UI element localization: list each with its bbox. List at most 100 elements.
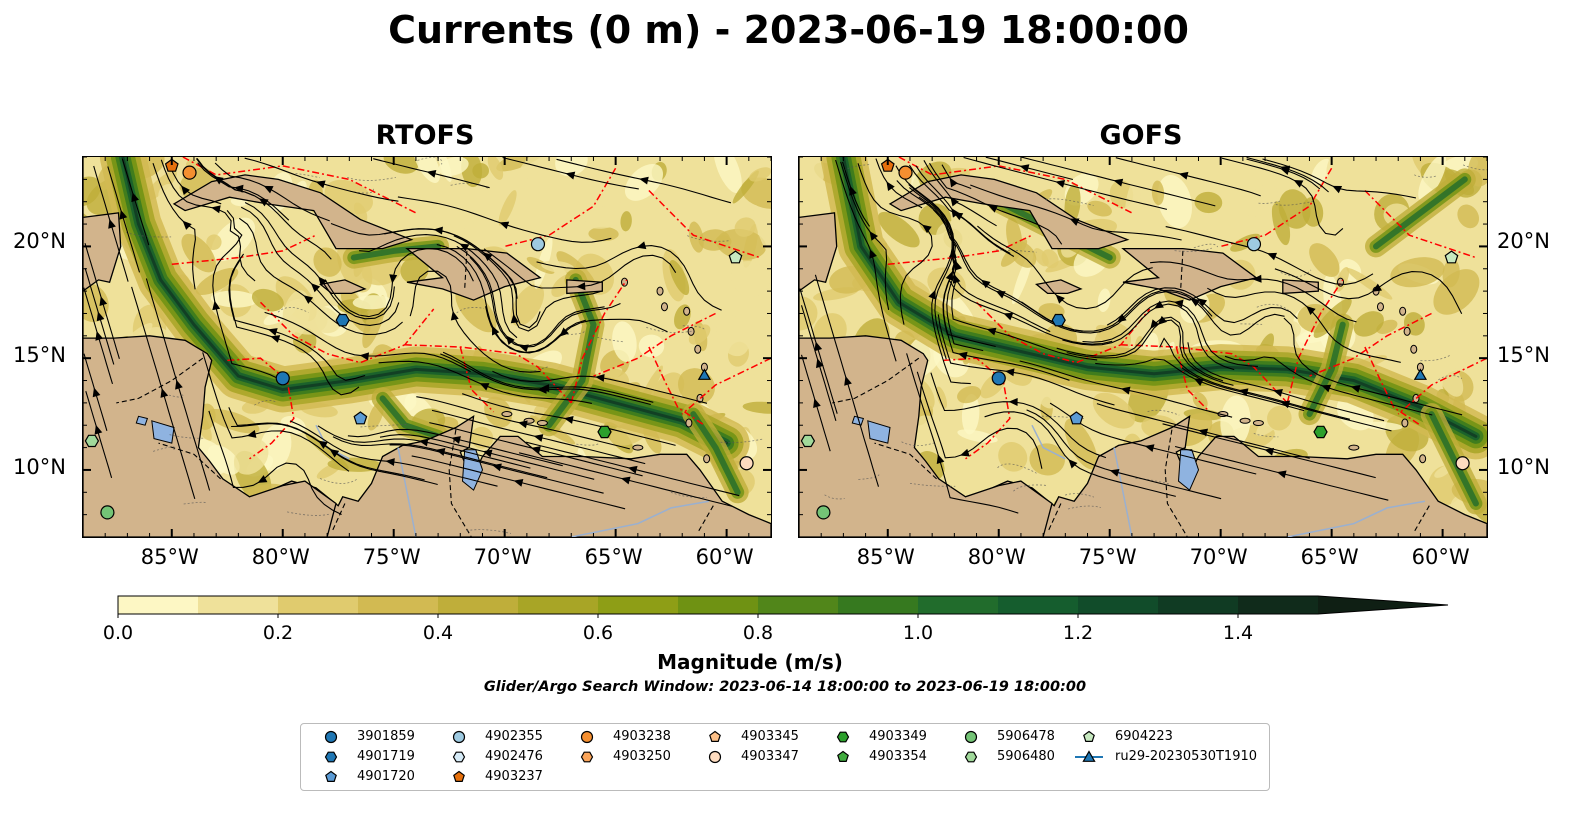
legend-marker-icon [709, 730, 721, 742]
float-marker-4901720 [1069, 411, 1084, 425]
lat-label-left-20: 20°N [13, 229, 66, 253]
legend-marker-5906478 [964, 730, 978, 744]
float-marker-5906478 [100, 505, 115, 520]
colorbar-segment [118, 596, 199, 614]
legend: 3901859 4901719 4901720 4902355 4902476 49032… [300, 723, 1270, 791]
legend-marker-icon [837, 750, 849, 762]
colorbar-tick-label: 1.2 [1062, 622, 1094, 644]
float-marker-4901719 [1051, 313, 1066, 327]
lat-label-right-10: 10°N [1497, 455, 1550, 479]
land [799, 157, 1487, 537]
lon-label-gofs-80: 80°W [967, 545, 1026, 569]
legend-label: 4903349 [869, 729, 927, 744]
float-marker-3901859 [991, 371, 1006, 386]
legend-label: 4903237 [485, 769, 543, 784]
colorbar-extend-arrow [1318, 596, 1448, 614]
lat-label-left-15: 15°N [13, 343, 66, 367]
legend-marker-icon [964, 730, 978, 744]
map-gofs-svg [799, 157, 1487, 537]
float-marker-4901720 [353, 411, 368, 425]
lon-label-rtofs-65: 65°W [584, 545, 643, 569]
colorbar-segment [518, 596, 599, 614]
lon-label-gofs-75: 75°W [1078, 545, 1137, 569]
legend-label: 5906478 [997, 729, 1055, 744]
colorbar-tick-label: 0.4 [422, 622, 454, 644]
float-marker-ru29-20230530T1910 [697, 368, 712, 380]
float-marker-4903349 [597, 425, 612, 439]
legend-marker-4903345 [709, 730, 721, 742]
legend-marker-icon [1075, 750, 1103, 762]
lon-label-gofs-70: 70°W [1189, 545, 1248, 569]
colorbar-segment [918, 596, 999, 614]
legend-label: 4903238 [613, 729, 671, 744]
legend-label: 4903354 [869, 749, 927, 764]
panel-title-gofs: GOFS [1099, 120, 1183, 151]
legend-marker-icon [964, 751, 978, 763]
colorbar-tick-label: 0.8 [742, 622, 774, 644]
panel-title-rtofs: RTOFS [375, 120, 475, 151]
legend-marker-4901720 [325, 770, 337, 782]
legend-label: 4903347 [741, 749, 799, 764]
float-marker-4903237 [164, 158, 179, 172]
lon-label-gofs-60: 60°W [1411, 545, 1470, 569]
lon-label-rtofs-85: 85°W [140, 545, 199, 569]
colorbar-tick-label: 1.0 [902, 622, 934, 644]
legend-label: 6904223 [1115, 729, 1173, 744]
float-marker-4903238 [898, 165, 913, 180]
colorbar-tick-label: 1.4 [1222, 622, 1254, 644]
colorbar-label: Magnitude (m/s) [657, 650, 843, 674]
lon-label-rtofs-70: 70°W [473, 545, 532, 569]
legend-marker-icon [324, 730, 338, 744]
legend-label: 4903250 [613, 749, 671, 764]
legend-marker-icon [452, 751, 466, 763]
float-marker-4903347 [1455, 456, 1470, 471]
legend-marker-icon [324, 751, 338, 763]
legend-marker-4902355 [452, 730, 466, 744]
figure-title: Currents (0 m) - 2023-06-19 18:00:00 [388, 8, 1189, 52]
lat-label-right-20: 20°N [1497, 229, 1550, 253]
legend-marker-4903237 [453, 770, 465, 782]
legend-marker-icon [580, 730, 594, 744]
float-markers [800, 158, 1470, 520]
colorbar-segment [998, 596, 1079, 614]
float-marker-5906480 [84, 434, 100, 448]
legend-marker-4903250 [580, 751, 594, 763]
float-marker-4903237 [880, 158, 895, 172]
map-panel-rtofs [82, 156, 772, 538]
legend-label: 4901719 [357, 749, 415, 764]
legend-marker-5906480 [964, 751, 978, 763]
legend-marker-4901719 [324, 751, 338, 763]
legend-marker-6904223 [1083, 730, 1095, 742]
colorbar-segment [438, 596, 519, 614]
lon-label-rtofs-80: 80°W [251, 545, 310, 569]
colorbar [117, 595, 1449, 618]
float-marker-5906480 [800, 434, 816, 448]
float-marker-4901719 [335, 313, 350, 327]
colorbar-segment [278, 596, 359, 614]
float-markers [84, 158, 754, 520]
colorbar-segment [598, 596, 679, 614]
legend-marker-4903347 [708, 750, 722, 764]
legend-marker-4902476 [452, 751, 466, 763]
colorbar-segment [198, 596, 279, 614]
colorbar-segment [838, 596, 919, 614]
float-marker-4903349 [1313, 425, 1328, 439]
legend-label: 4902355 [485, 729, 543, 744]
axis-ticks [83, 157, 771, 537]
legend-marker-icon [453, 770, 465, 782]
colorbar-segment [758, 596, 839, 614]
colorbar-segment [1238, 596, 1319, 614]
legend-label: 5906480 [997, 749, 1055, 764]
current-streamlines [799, 157, 1463, 514]
colorbar-segment [358, 596, 439, 614]
lon-label-rtofs-60: 60°W [695, 545, 754, 569]
float-marker-6904223 [1444, 250, 1459, 264]
legend-label: 4902476 [485, 749, 543, 764]
axis-ticks [799, 157, 1487, 537]
legend-marker-icon [452, 730, 466, 744]
colorbar-segment [1078, 596, 1159, 614]
legend-marker-ru29-20230530T1910 [1082, 750, 1096, 762]
legend-marker-icon [1083, 730, 1095, 742]
lon-label-rtofs-75: 75°W [362, 545, 421, 569]
legend-marker-3901859 [324, 730, 338, 744]
